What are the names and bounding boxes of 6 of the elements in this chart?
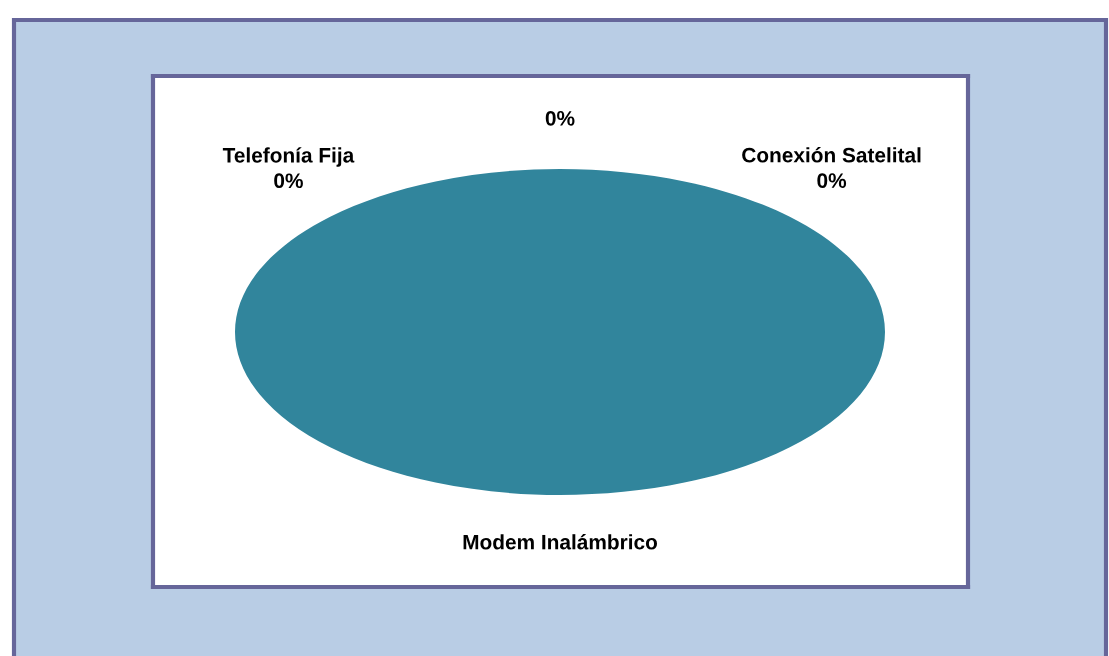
category-label: Conexión Satelital	[742, 147, 921, 163]
slice-label: Modem Inalámbrico	[463, 534, 658, 550]
text: 0%	[545, 110, 575, 126]
text: 0%	[817, 173, 847, 188]
category-label: Telefonía Fija	[222, 147, 355, 167]
text: 0%	[274, 173, 303, 189]
